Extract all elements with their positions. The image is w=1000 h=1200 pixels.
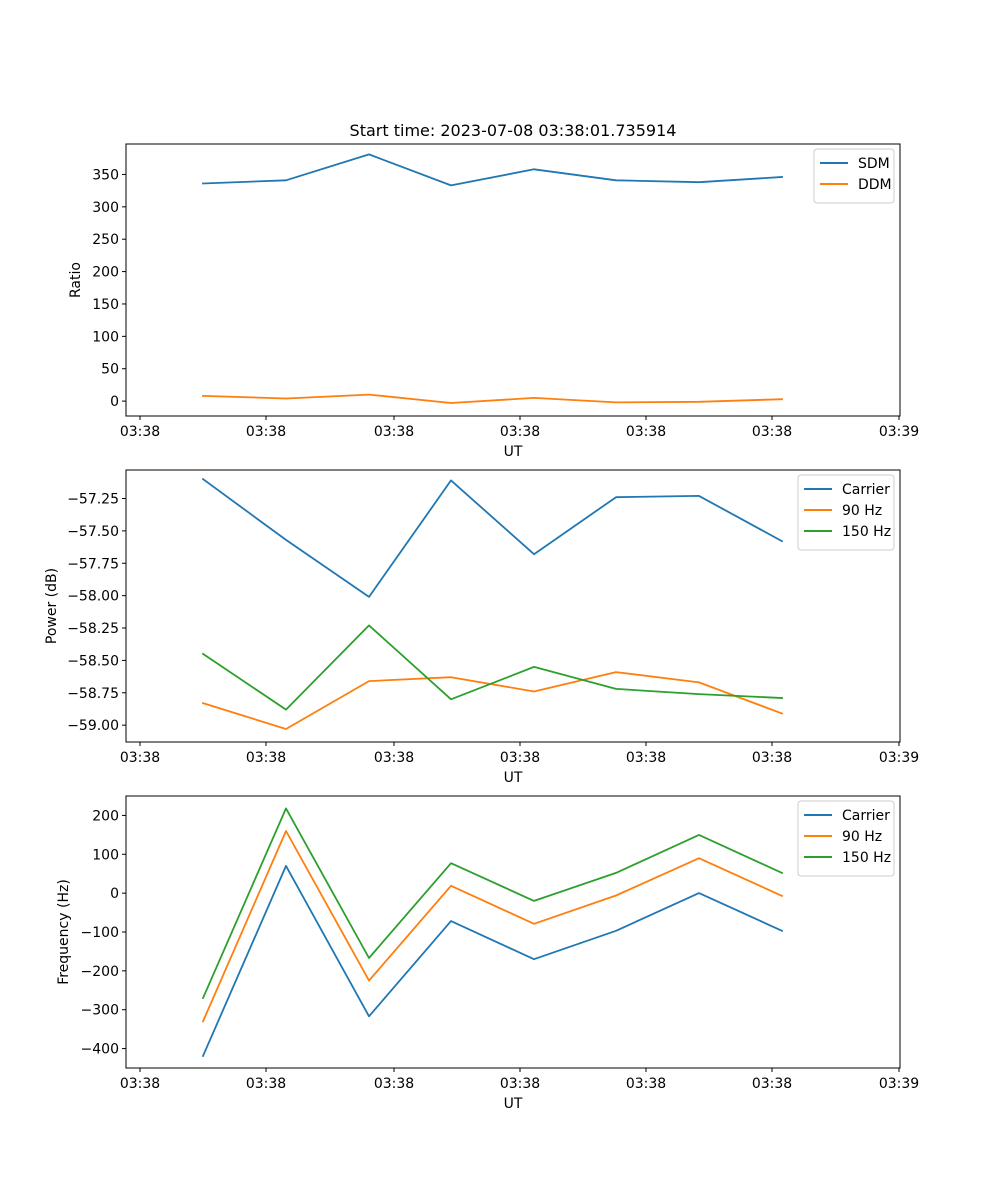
axes-frame xyxy=(125,143,901,417)
x-tick-label: 03:38 xyxy=(500,424,540,440)
x-tick-label: 03:38 xyxy=(374,1076,414,1092)
x-tick-label: 03:38 xyxy=(246,424,286,440)
y-tick-label: −57.75 xyxy=(67,556,119,572)
series-line-3-2 xyxy=(201,830,784,1023)
x-tick-label: 03:38 xyxy=(500,1076,540,1092)
chart-title: Start time: 2023-07-08 03:38:01.735914 xyxy=(350,121,677,140)
y-tick-label: 350 xyxy=(92,167,119,183)
x-axis-label: UT xyxy=(504,1096,523,1112)
y-tick-label: −300 xyxy=(81,1003,119,1019)
legend: Carrier 90 Hz 150 Hz xyxy=(797,474,895,551)
x-tick-label: 03:38 xyxy=(500,750,540,766)
y-tick-label: −58.25 xyxy=(67,621,119,637)
y-axis-label: Frequency (Hz) xyxy=(56,879,72,985)
y-tick-label: 0 xyxy=(110,394,119,410)
legend: Carrier 90 Hz 150 Hz xyxy=(797,800,895,877)
legend-label: 90 Hz xyxy=(842,829,882,845)
y-axis-label: Power (dB) xyxy=(44,568,60,644)
legend-label: Carrier xyxy=(842,808,890,824)
legend-label: 150 Hz xyxy=(842,524,891,540)
legend: SDM DDM xyxy=(813,148,895,204)
x-tick-label: 03:38 xyxy=(120,424,160,440)
legend-label: 90 Hz xyxy=(842,503,882,519)
y-tick-label: −58.75 xyxy=(67,686,119,702)
x-tick-label: 03:38 xyxy=(752,750,792,766)
subplot-2: −59.00 −58.75 −58.50 −58.25 −58.00 −57.75 −57.… xyxy=(44,469,919,786)
y-tick-label: −58.00 xyxy=(67,589,119,605)
series-line-1-1 xyxy=(202,153,783,187)
x-tick-label: 03:38 xyxy=(120,1076,160,1092)
subplot-1: 0 50 100 150 200 250 300 350 03:38 03:38 03:38 03:3… xyxy=(68,143,919,460)
axes-frame xyxy=(125,469,901,743)
y-axis-label: Ratio xyxy=(68,262,84,298)
x-tick-label: 03:38 xyxy=(626,424,666,440)
x-tick-label: 03:38 xyxy=(246,750,286,766)
x-tick-label: 03:38 xyxy=(246,1076,286,1092)
subplots: 0 50 100 150 200 250 300 350 03:38 03:38 03:38 03:3… xyxy=(44,143,919,1112)
x-tick-label: 03:38 xyxy=(374,424,414,440)
y-tick-label: −59.00 xyxy=(67,718,119,734)
x-tick-label: 03:39 xyxy=(879,750,919,766)
y-tick-label: −100 xyxy=(81,925,119,941)
x-tick-label: 03:39 xyxy=(879,424,919,440)
y-tick-label: 300 xyxy=(92,200,119,216)
y-tick-label: −57.25 xyxy=(67,491,119,507)
y-tick-label: −200 xyxy=(81,964,119,980)
series-line-3-3 xyxy=(201,807,784,1000)
y-tick-label: 200 xyxy=(92,265,119,281)
legend-label: DDM xyxy=(858,177,892,193)
y-tick-label: 50 xyxy=(101,362,119,378)
series-line-2-1 xyxy=(201,477,784,598)
y-tick-label: 100 xyxy=(92,847,119,863)
x-tick-label: 03:38 xyxy=(626,1076,666,1092)
x-tick-label: 03:38 xyxy=(752,1076,792,1092)
x-tick-label: 03:38 xyxy=(752,424,792,440)
x-tick-label: 03:38 xyxy=(626,750,666,766)
x-axis-label: UT xyxy=(504,770,523,786)
x-tick-label: 03:38 xyxy=(374,750,414,766)
y-tick-label: −400 xyxy=(81,1042,119,1058)
series-line-3-1 xyxy=(201,865,784,1058)
y-tick-label: 250 xyxy=(92,232,119,248)
x-tick-label: 03:38 xyxy=(120,750,160,766)
subplot-3: −400 −300 −200 −100 0 100 200 03:38 03:38 03:38 03… xyxy=(56,795,919,1112)
y-tick-label: 200 xyxy=(92,808,119,824)
legend-label: SDM xyxy=(858,156,890,172)
series-line-2-3 xyxy=(201,624,783,711)
y-tick-label: 150 xyxy=(92,297,119,313)
x-tick-label: 03:39 xyxy=(879,1076,919,1092)
y-tick-label: −57.50 xyxy=(67,524,119,540)
legend-label: Carrier xyxy=(842,482,890,498)
series-line-1-2 xyxy=(202,393,783,404)
x-axis-label: UT xyxy=(504,444,523,460)
y-tick-label: 0 xyxy=(110,886,119,902)
y-tick-label: −58.50 xyxy=(67,653,119,669)
legend-label: 150 Hz xyxy=(842,850,891,866)
y-tick-label: 100 xyxy=(92,329,119,345)
series-line-2-2 xyxy=(201,671,784,730)
